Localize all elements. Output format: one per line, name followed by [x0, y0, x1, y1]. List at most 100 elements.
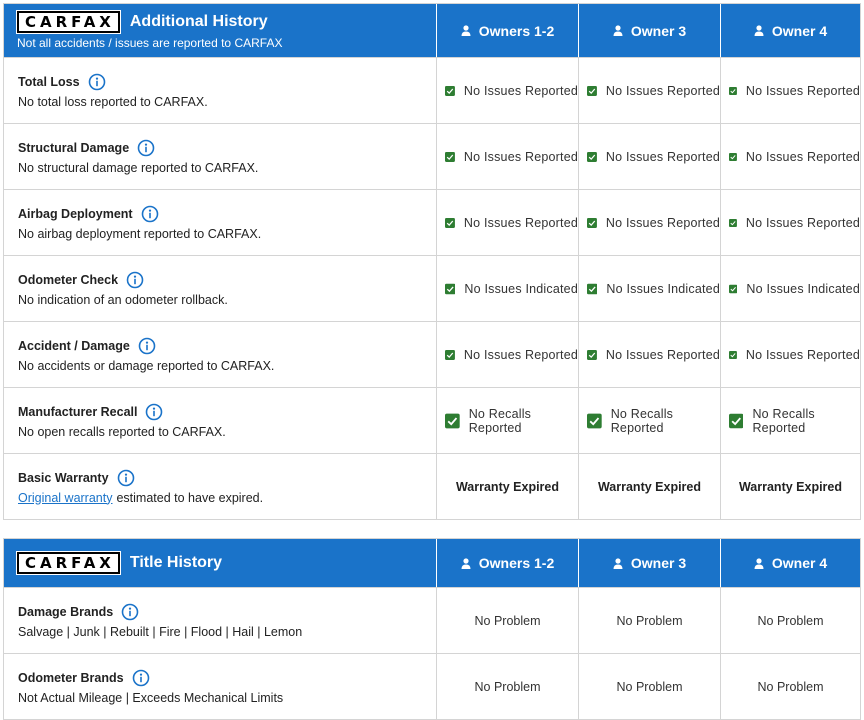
owner-icon — [613, 25, 623, 36]
carfax-logo: CARFAX — [16, 10, 121, 34]
owner-label: Owner 3 — [630, 22, 687, 39]
row-label-line: Odometer Check — [18, 271, 144, 289]
status-text: No Recalls Reported — [610, 406, 674, 435]
status-text: No Issues Indicated — [746, 281, 860, 296]
warranty-link[interactable]: Original warranty — [18, 490, 113, 505]
history-row: Total Loss No total loss reported to CARF… — [4, 57, 860, 123]
info-icon — [117, 469, 134, 486]
row-description: No accidents or damage reported to CARFA… — [18, 358, 275, 373]
row-description: Salvage | Junk | Rebuilt | Fire | Flood … — [18, 624, 303, 639]
check-icon — [445, 283, 456, 294]
status-cell: No Problem — [436, 588, 578, 653]
owner-label: Owners 1-2 — [478, 555, 555, 571]
check-icon — [587, 85, 597, 96]
status-cell: Warranty Expired — [720, 454, 860, 519]
row-description: No airbag deployment reported to CARFAX. — [18, 226, 262, 241]
info-icon — [88, 73, 105, 90]
owner-column-header: Owner 4 — [720, 4, 860, 57]
status-cell: No Problem — [436, 654, 578, 719]
row-label: Manufacturer Recall — [18, 404, 138, 419]
status-text: No Issues Reported — [745, 149, 860, 164]
status-text: No Problem — [616, 613, 683, 628]
status-cell: No Problem — [720, 654, 860, 719]
row-description: No total loss reported to CARFAX. — [18, 94, 208, 109]
row-label: Accident / Damage — [18, 338, 130, 353]
header-title-line: CARFAX Additional History — [16, 10, 268, 34]
row-label: Airbag Deployment — [18, 206, 133, 221]
check-icon — [445, 85, 455, 96]
status-text: No Issues Reported — [745, 215, 860, 230]
info-icon — [141, 205, 158, 222]
status-text: No Problem — [757, 613, 824, 628]
section-subtitle: Not all accidents / issues are reported … — [17, 36, 283, 50]
check-icon — [587, 349, 597, 360]
info-icon — [138, 337, 156, 354]
row-description-line: Salvage | Junk | Rebuilt | Fire | Flood … — [18, 625, 302, 639]
row-description-line: No accidents or damage reported to CARFA… — [18, 359, 274, 373]
row-label-line: Airbag Deployment — [18, 205, 159, 223]
history-row: Damage Brands Salvage | Junk | Rebuilt | … — [4, 587, 860, 653]
section-title: Title History — [129, 554, 223, 571]
row-label-line: Structural Damage — [18, 139, 155, 157]
status-cell: No Problem — [720, 588, 860, 653]
row-description-line: Original warranty estimated to have expir… — [18, 491, 263, 505]
check-icon — [445, 413, 460, 428]
row-description: No open recalls reported to CARFAX. — [18, 424, 226, 439]
history-row: Basic Warranty Original warranty estimated… — [4, 453, 860, 519]
row-label-line: Manufacturer Recall — [18, 403, 163, 421]
owner-label: Owner 3 — [630, 555, 687, 571]
row-description-line: No open recalls reported to CARFAX. — [18, 425, 226, 439]
row-description-line: Not Actual Mileage | Exceeds Mechanical … — [18, 691, 283, 705]
status-text: No Issues Indicated — [464, 281, 578, 296]
status-cell: No Issues Reported — [436, 190, 578, 255]
check-icon — [445, 151, 455, 162]
row-label: Structural Damage — [18, 140, 130, 155]
title-history: CARFAX Title History Owners 1-2 Owner 3 Owne… — [3, 538, 861, 720]
row-description-line: No airbag deployment reported to CARFAX. — [18, 227, 261, 241]
check-icon — [729, 152, 737, 161]
history-row: Structural Damage No structural damage re… — [4, 123, 860, 189]
owner-icon — [613, 557, 623, 569]
owner-icon — [754, 25, 764, 36]
history-row: Odometer Check No indication of an odomet… — [4, 255, 860, 321]
status-text: No Issues Reported — [463, 215, 578, 230]
status-cell: No Problem — [578, 654, 720, 719]
check-icon — [729, 86, 737, 95]
owner-label: Owner 4 — [771, 22, 828, 39]
status-text: Warranty Expired — [597, 479, 702, 494]
status-text: No Issues Reported — [745, 347, 860, 362]
status-cell: No Issues Reported — [578, 190, 720, 255]
owner-icon — [461, 25, 471, 36]
row-label-cell: Odometer Brands Not Actual Mileage | Exce… — [4, 654, 436, 719]
row-label-line: Total Loss — [18, 73, 106, 91]
owner-column-header: Owner 3 — [578, 4, 720, 57]
status-text: No Problem — [757, 679, 824, 694]
status-cell: No Issues Reported — [578, 124, 720, 189]
row-description: Not Actual Mileage | Exceeds Mechanical … — [18, 690, 284, 705]
status-text: No Problem — [616, 679, 683, 694]
status-cell: No Issues Reported — [436, 322, 578, 387]
status-text: No Issues Reported — [463, 149, 578, 164]
history-row: Airbag Deployment No airbag deployment re… — [4, 189, 860, 255]
status-text: Warranty Expired — [738, 479, 843, 494]
status-cell: No Issues Reported — [578, 322, 720, 387]
status-cell: No Issues Indicated — [578, 256, 720, 321]
status-cell: No Issues Reported — [436, 58, 578, 123]
check-icon — [729, 350, 737, 359]
check-icon — [587, 413, 602, 428]
section-title: Additional History — [129, 13, 268, 30]
row-description: No indication of an odometer rollback. — [18, 292, 228, 307]
status-cell: Warranty Expired — [578, 454, 720, 519]
owner-column-header: Owner 4 — [720, 539, 860, 587]
status-text: No Recalls Reported — [468, 406, 532, 435]
row-label-cell: Damage Brands Salvage | Junk | Rebuilt | … — [4, 588, 436, 653]
status-cell: No Issues Reported — [436, 124, 578, 189]
status-text: No Issues Reported — [605, 149, 720, 164]
additional-history: CARFAX Additional History Not all accident… — [3, 3, 861, 520]
row-description-line: No structural damage reported to CARFAX. — [18, 161, 258, 175]
status-cell: No Problem — [578, 588, 720, 653]
owner-column-header: Owners 1-2 — [436, 539, 578, 587]
check-icon — [729, 413, 744, 428]
info-icon — [132, 669, 149, 686]
